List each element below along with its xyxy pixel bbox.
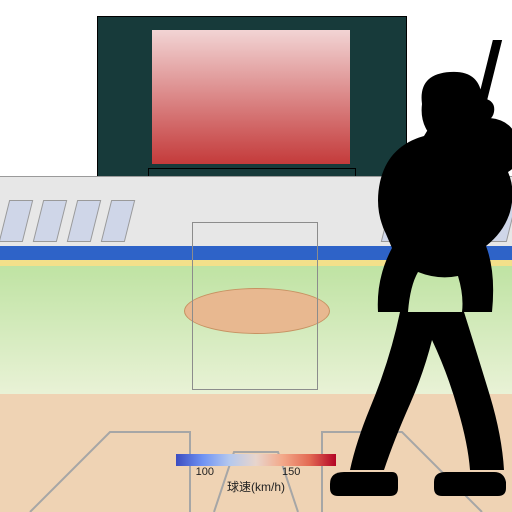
strike-zone bbox=[192, 222, 318, 390]
legend-colorbar bbox=[176, 454, 336, 466]
legend-caption: 球速(km/h) bbox=[166, 478, 346, 495]
pitch-location-chart: 100 150 球速(km/h) bbox=[0, 0, 512, 512]
legend-ticks: 100 150 bbox=[176, 466, 336, 478]
velocity-legend: 100 150 球速(km/h) bbox=[166, 454, 346, 495]
batter-silhouette bbox=[304, 40, 512, 510]
legend-tick: 100 bbox=[196, 466, 214, 478]
legend-tick: 150 bbox=[282, 466, 300, 478]
